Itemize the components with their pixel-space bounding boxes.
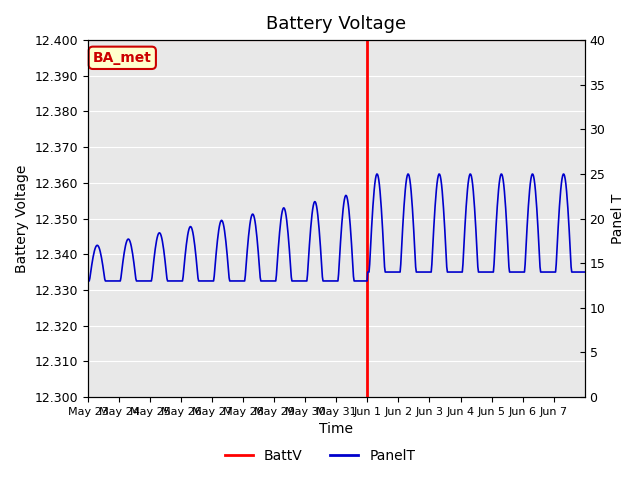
Y-axis label: Battery Voltage: Battery Voltage bbox=[15, 164, 29, 273]
Text: BA_met: BA_met bbox=[93, 51, 152, 65]
Title: Battery Voltage: Battery Voltage bbox=[266, 15, 406, 33]
Legend: BattV, PanelT: BattV, PanelT bbox=[220, 443, 420, 468]
X-axis label: Time: Time bbox=[319, 422, 353, 436]
Y-axis label: Panel T: Panel T bbox=[611, 193, 625, 244]
